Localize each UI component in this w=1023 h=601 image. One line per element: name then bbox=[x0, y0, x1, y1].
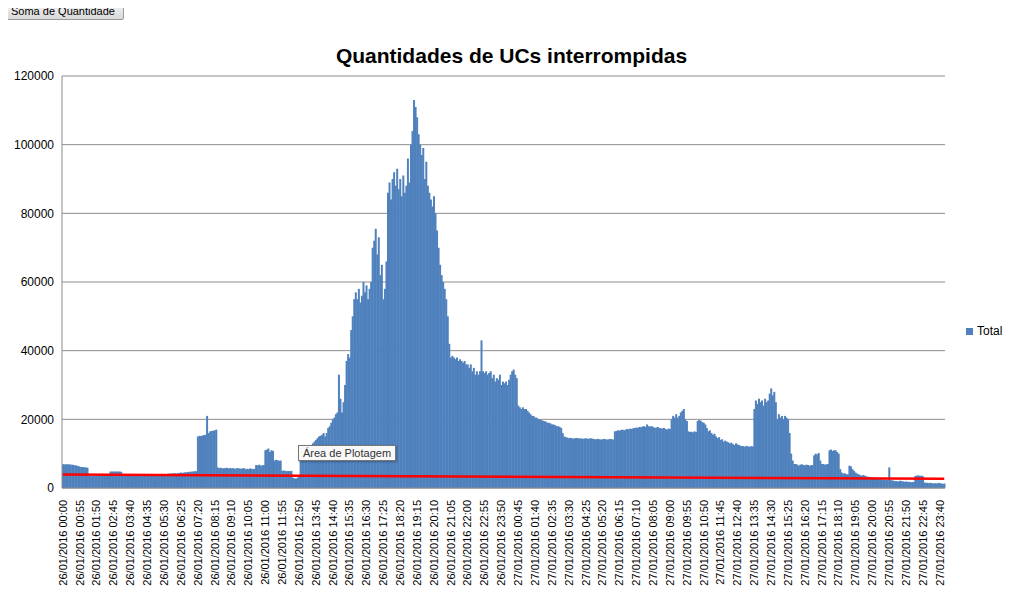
html-text:Área de Plotagem: Área de Plotagem bbox=[303, 447, 392, 459]
svg-text:26/01/2016 09:10: 26/01/2016 09:10 bbox=[225, 500, 237, 586]
svg-text:26/01/2016 17:25: 26/01/2016 17:25 bbox=[377, 500, 389, 586]
svg-text:27/01/2016 22:45: 27/01/2016 22:45 bbox=[917, 500, 929, 586]
svg-text:26/01/2016 18:20: 26/01/2016 18:20 bbox=[394, 500, 406, 586]
html-text:Total: Total bbox=[977, 324, 1003, 338]
svg-text:27/01/2016 23:40: 27/01/2016 23:40 bbox=[934, 500, 946, 586]
svg-text:27/01/2016 11:45: 27/01/2016 11:45 bbox=[714, 500, 726, 585]
svg-text:27/01/2016 12:40: 27/01/2016 12:40 bbox=[731, 500, 743, 586]
svg-text:27/01/2016 19:05: 27/01/2016 19:05 bbox=[849, 500, 861, 586]
svg-text:27/01/2016 15:25: 27/01/2016 15:25 bbox=[782, 500, 794, 586]
svg-text:80000: 80000 bbox=[21, 207, 55, 221]
svg-text:26/01/2016 14:40: 26/01/2016 14:40 bbox=[327, 500, 339, 586]
svg-text:40000: 40000 bbox=[21, 344, 55, 358]
svg-text:26/01/2016 07:20: 26/01/2016 07:20 bbox=[192, 500, 204, 586]
svg-text:27/01/2016 20:00: 27/01/2016 20:00 bbox=[866, 500, 878, 586]
svg-text:26/01/2016 04:35: 26/01/2016 04:35 bbox=[141, 500, 153, 586]
svg-text:27/01/2016 09:55: 27/01/2016 09:55 bbox=[681, 500, 693, 586]
svg-text:60000: 60000 bbox=[21, 275, 55, 289]
svg-text:26/01/2016 21:05: 26/01/2016 21:05 bbox=[445, 500, 457, 586]
svg-text:27/01/2016 10:50: 27/01/2016 10:50 bbox=[698, 500, 710, 586]
html-text:Soma de Quantidade: Soma de Quantidade bbox=[11, 5, 115, 17]
html-text:Quantidades de UCs interrompid: Quantidades de UCs interrompidas bbox=[335, 44, 688, 67]
svg-text:27/01/2016 14:30: 27/01/2016 14:30 bbox=[765, 500, 777, 586]
svg-text:26/01/2016 00:55: 26/01/2016 00:55 bbox=[74, 500, 86, 586]
svg-text:0: 0 bbox=[47, 481, 54, 495]
svg-text:100000: 100000 bbox=[14, 138, 54, 152]
svg-text:27/01/2016 05:20: 27/01/2016 05:20 bbox=[596, 500, 608, 586]
svg-text:27/01/2016 04:25: 27/01/2016 04:25 bbox=[580, 500, 592, 586]
svg-text:27/01/2016 08:05: 27/01/2016 08:05 bbox=[647, 500, 659, 586]
svg-text:27/01/2016 06:15: 27/01/2016 06:15 bbox=[613, 500, 625, 586]
svg-text:27/01/2016 09:00: 27/01/2016 09:00 bbox=[664, 500, 676, 586]
svg-text:26/01/2016 22:55: 26/01/2016 22:55 bbox=[478, 500, 490, 586]
svg-text:26/01/2016 20:10: 26/01/2016 20:10 bbox=[428, 500, 440, 586]
svg-text:26/01/2016 06:25: 26/01/2016 06:25 bbox=[175, 500, 187, 586]
svg-text:26/01/2016 22:00: 26/01/2016 22:00 bbox=[461, 500, 473, 586]
svg-text:26/01/2016 02:45: 26/01/2016 02:45 bbox=[107, 500, 119, 586]
svg-text:26/01/2016 11:00: 26/01/2016 11:00 bbox=[259, 500, 271, 585]
svg-text:26/01/2016 23:50: 26/01/2016 23:50 bbox=[495, 500, 507, 586]
svg-text:26/01/2016 01:50: 26/01/2016 01:50 bbox=[90, 500, 102, 586]
svg-text:26/01/2016 11:55: 26/01/2016 11:55 bbox=[276, 500, 288, 585]
svg-text:27/01/2016 07:10: 27/01/2016 07:10 bbox=[630, 500, 642, 586]
svg-text:20000: 20000 bbox=[21, 413, 55, 427]
svg-text:27/01/2016 17:15: 27/01/2016 17:15 bbox=[816, 500, 828, 586]
svg-text:27/01/2016 21:50: 27/01/2016 21:50 bbox=[900, 500, 912, 586]
svg-text:27/01/2016 01:40: 27/01/2016 01:40 bbox=[529, 500, 541, 586]
svg-text:27/01/2016 03:30: 27/01/2016 03:30 bbox=[563, 500, 575, 586]
svg-text:26/01/2016 13:45: 26/01/2016 13:45 bbox=[310, 500, 322, 586]
svg-text:27/01/2016 18:10: 27/01/2016 18:10 bbox=[832, 500, 844, 586]
svg-text:26/01/2016 12:50: 26/01/2016 12:50 bbox=[293, 500, 305, 586]
svg-text:26/01/2016 03:40: 26/01/2016 03:40 bbox=[124, 500, 136, 586]
svg-text:26/01/2016 19:15: 26/01/2016 19:15 bbox=[411, 500, 423, 586]
svg-text:27/01/2016 20:55: 27/01/2016 20:55 bbox=[883, 500, 895, 586]
svg-text:27/01/2016 00:45: 27/01/2016 00:45 bbox=[512, 500, 524, 586]
svg-text:26/01/2016 16:30: 26/01/2016 16:30 bbox=[360, 500, 372, 586]
svg-text:26/01/2016 00:00: 26/01/2016 00:00 bbox=[57, 500, 69, 586]
svg-text:27/01/2016 02:35: 27/01/2016 02:35 bbox=[546, 500, 558, 586]
svg-text:26/01/2016 08:15: 26/01/2016 08:15 bbox=[209, 500, 221, 586]
svg-text:26/01/2016 15:35: 26/01/2016 15:35 bbox=[343, 500, 355, 586]
svg-text:26/01/2016 10:05: 26/01/2016 10:05 bbox=[242, 500, 254, 586]
svg-text:27/01/2016 16:20: 27/01/2016 16:20 bbox=[799, 500, 811, 586]
svg-text:120000: 120000 bbox=[14, 69, 54, 83]
svg-text:26/01/2016 05:30: 26/01/2016 05:30 bbox=[158, 500, 170, 586]
svg-text:27/01/2016 13:35: 27/01/2016 13:35 bbox=[748, 500, 760, 586]
